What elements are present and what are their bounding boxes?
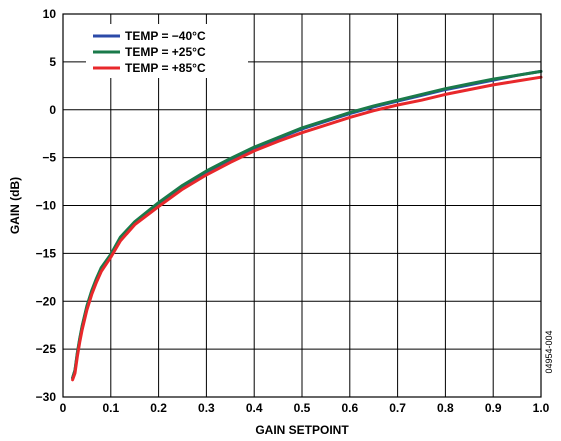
x-tick-label: 0.9 (485, 401, 502, 415)
y-tick-label: 5 (49, 55, 56, 69)
x-tick-label: 1.0 (533, 401, 550, 415)
x-tick-label: 0.7 (389, 401, 406, 415)
series-line (71, 69, 543, 380)
legend: TEMP = −40°C TEMP = +25°C TEMP = +85°C (86, 24, 248, 78)
x-tick-label: 0.6 (341, 401, 358, 415)
legend-label-minus40: TEMP = −40°C (125, 29, 206, 43)
x-tick-label: 0.3 (198, 401, 215, 415)
x-axis-title: GAIN SETPOINT (255, 423, 349, 437)
y-tick-label: −15 (36, 246, 57, 260)
y-tick-label: −20 (36, 294, 57, 308)
y-tick-label: 0 (49, 103, 56, 117)
legend-label-plus85: TEMP = +85°C (125, 61, 206, 75)
x-tick-label: 0.2 (150, 401, 167, 415)
x-tick-labels: 0 0.1 0.2 0.3 0.4 0.5 0.6 0.7 0.8 0.9 1.0 (60, 401, 550, 415)
y-tick-label: −10 (36, 199, 57, 213)
x-tick-label: 0.4 (246, 401, 263, 415)
y-tick-label: −5 (42, 151, 56, 165)
y-tick-label: −30 (36, 390, 57, 404)
x-tick-label: 0.8 (437, 401, 454, 415)
x-tick-label: 0.5 (294, 401, 311, 415)
y-tick-label: 10 (43, 7, 57, 21)
series-line (71, 75, 543, 382)
y-tick-label: −25 (36, 342, 57, 356)
grid (63, 14, 541, 397)
series-line (71, 69, 543, 380)
figure-code: 04954-004 (544, 330, 554, 373)
plot-frame (62, 13, 542, 398)
x-tick-label: 0 (60, 401, 67, 415)
y-axis-title: GAIN (dB) (8, 177, 22, 234)
y-tick-labels: 10 5 0 −5 −10 −15 −20 −25 −30 (36, 7, 57, 404)
legend-label-plus25: TEMP = +25°C (125, 45, 206, 59)
x-tick-label: 0.1 (102, 401, 119, 415)
series-lines (71, 69, 543, 382)
